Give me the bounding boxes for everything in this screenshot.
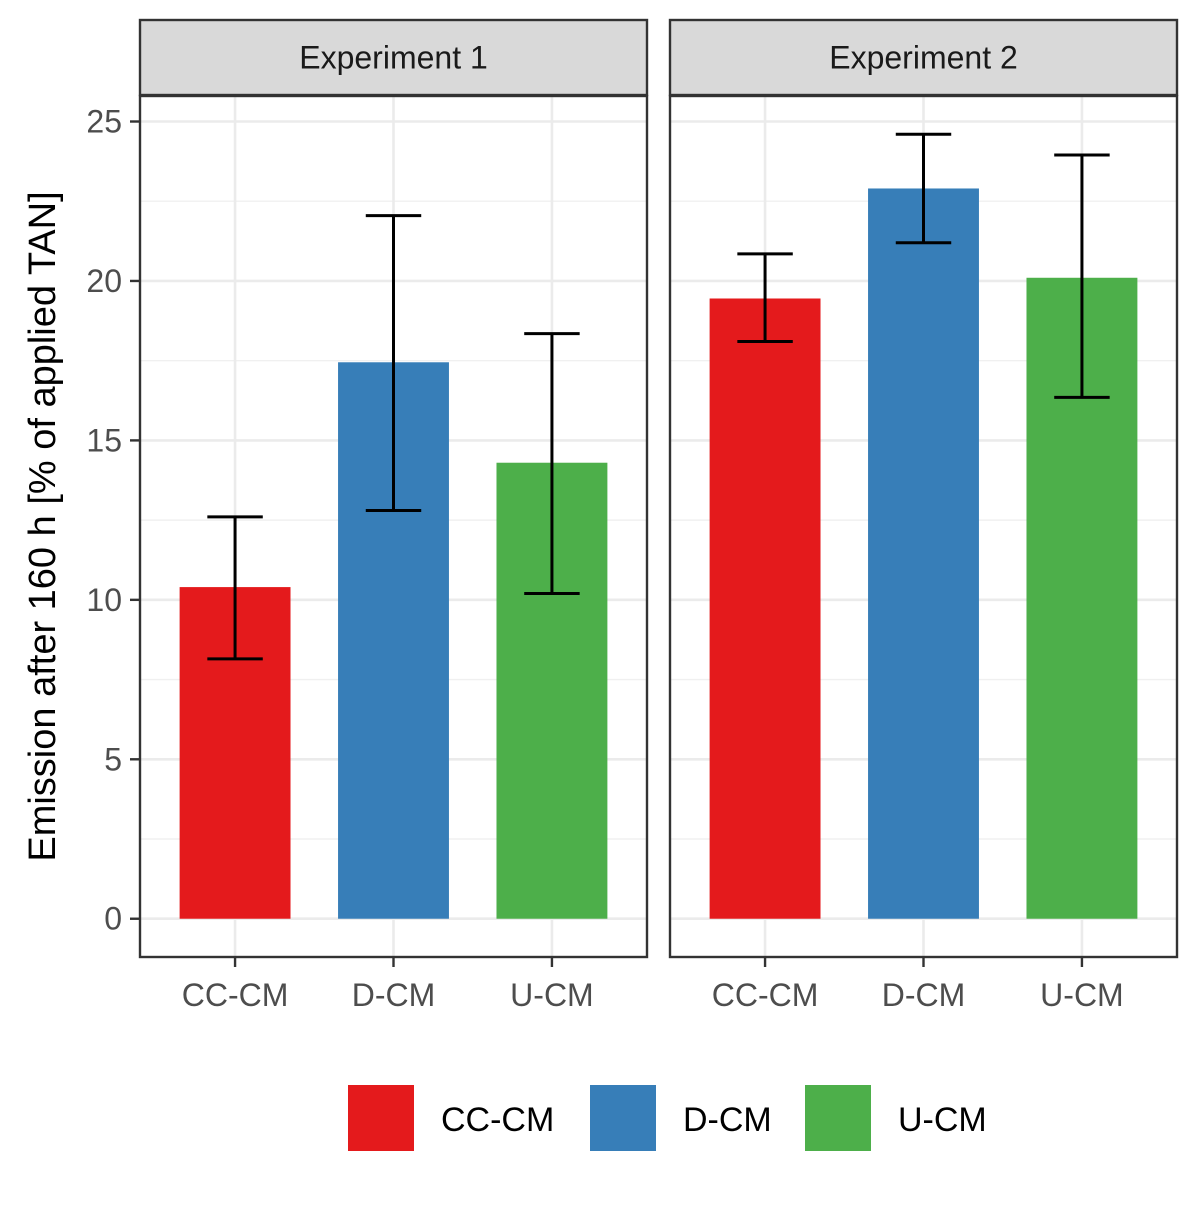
- legend-label: D-CM: [683, 1101, 772, 1139]
- y-tick-label: 0: [104, 901, 122, 937]
- facet-panel-1: Experiment 1 CC-CM D-CM U-CM: [138, 18, 649, 1013]
- legend-label: U-CM: [898, 1101, 987, 1139]
- y-axis: 0 5 10 15 20 25: [86, 104, 140, 937]
- legend-item-d-cm: D-CM: [590, 1085, 772, 1151]
- facet-panel-2: Experiment 2 CC-CM D-CM U-CM: [668, 18, 1179, 1013]
- y-tick-label: 20: [86, 263, 122, 299]
- legend-item-cc-cm: CC-CM: [348, 1085, 554, 1151]
- facet-strip: [668, 18, 1179, 97]
- facet-strip-label: Experiment 1: [299, 40, 488, 76]
- legend-key-u-cm: [805, 1085, 871, 1151]
- error-bar-d-cm: [895, 132, 952, 245]
- x-tick-label: CC-CM: [712, 977, 819, 1013]
- legend-key-d-cm: [590, 1085, 656, 1151]
- legend-item-u-cm: U-CM: [805, 1085, 987, 1151]
- x-tick-label: U-CM: [510, 977, 594, 1013]
- y-tick-label: 15: [86, 422, 122, 458]
- x-tick-label: D-CM: [882, 977, 966, 1013]
- legend-label: CC-CM: [441, 1101, 554, 1139]
- error-bar-cc-cm: [737, 252, 793, 344]
- bar-cc-cm: [709, 298, 821, 919]
- error-bar-d-cm: [365, 214, 422, 513]
- facet-strip: [138, 18, 649, 97]
- x-tick-label: U-CM: [1040, 977, 1124, 1013]
- error-bar-u-cm: [1054, 153, 1110, 399]
- x-tick-label: D-CM: [352, 977, 436, 1013]
- y-tick-label: 10: [86, 582, 122, 618]
- y-tick-label: 25: [86, 104, 122, 140]
- y-tick-label: 5: [104, 741, 122, 777]
- error-bar-cc-cm: [207, 515, 263, 661]
- x-tick-label: CC-CM: [182, 977, 289, 1013]
- legend: CC-CM D-CM U-CM: [348, 1085, 987, 1151]
- error-bar-u-cm: [524, 332, 580, 595]
- facet-strip-label: Experiment 2: [829, 40, 1018, 76]
- bar-d-cm: [868, 188, 979, 919]
- y-axis-title: Emission after 160 h [% of applied TAN]: [22, 191, 64, 861]
- legend-key-cc-cm: [348, 1085, 414, 1151]
